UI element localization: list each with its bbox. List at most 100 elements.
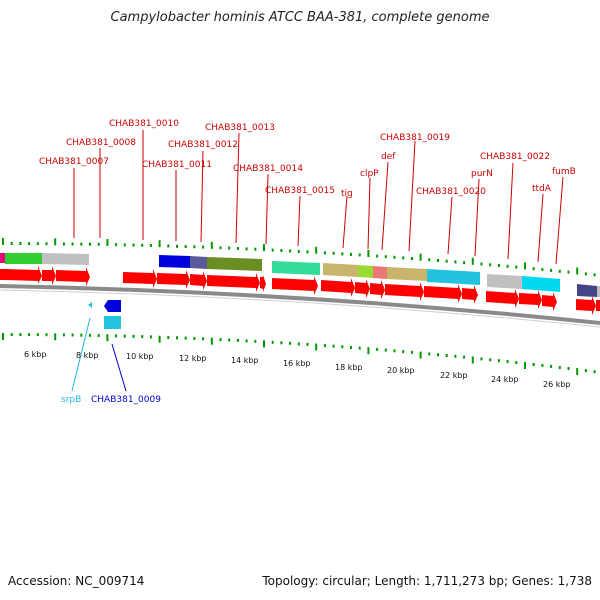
gc-tick <box>506 360 509 364</box>
cog-segment-cyan-2 <box>522 276 560 292</box>
gc-tick <box>219 246 222 250</box>
gc-tick <box>106 239 109 246</box>
gc-tick <box>141 243 144 247</box>
cog-color-band <box>0 253 600 297</box>
gc-tick <box>489 358 492 362</box>
gc-tick <box>28 242 31 246</box>
gc-tick <box>54 238 57 246</box>
gc-tick <box>402 350 405 354</box>
gc-tick <box>228 338 231 342</box>
cog-segment-green <box>5 253 42 264</box>
gene-arrow <box>56 267 90 286</box>
gc-tick <box>323 251 326 255</box>
scale-label: 6 kbp <box>24 350 46 359</box>
gc-tick <box>367 250 370 257</box>
gc-tick <box>62 333 65 337</box>
cog-segment-lime <box>358 265 373 278</box>
gene-label: CHAB381_0019 <box>380 133 450 143</box>
gc-tick <box>428 352 431 356</box>
cog-segment-gray <box>42 253 89 265</box>
gc-tick <box>550 364 553 368</box>
gc-tick <box>132 334 135 338</box>
gc-tick <box>2 238 4 245</box>
gene-arrow <box>157 270 190 289</box>
gc-tick <box>210 337 213 345</box>
gene-arrow <box>260 275 266 292</box>
gc-tick <box>89 242 91 246</box>
gc-skew-lower-track <box>2 333 596 375</box>
gene-label: CHAB381_0022 <box>480 152 550 162</box>
leader-line-srpB <box>71 317 91 392</box>
gc-tick <box>584 369 587 373</box>
gc-tick <box>576 368 579 375</box>
gc-tick <box>558 366 561 369</box>
gc-tick <box>437 353 439 357</box>
gc-tick <box>158 335 161 343</box>
gc-tick <box>463 261 466 265</box>
gene-arrow <box>190 271 207 290</box>
forward-strand-arrows <box>0 266 600 315</box>
gc-tick <box>410 350 413 354</box>
gc-tick <box>576 267 579 275</box>
gc-tick <box>358 346 361 350</box>
gene-arrow <box>123 269 157 288</box>
reverse-strand-features <box>88 300 121 329</box>
gc-tick <box>384 255 387 259</box>
gene-arrow <box>207 273 260 292</box>
gc-tick <box>497 264 500 267</box>
cog-segment-tan-2 <box>387 267 427 281</box>
gc-tick <box>471 257 474 265</box>
gc-tick <box>97 242 100 246</box>
gc-tick <box>45 333 48 337</box>
gc-tick <box>254 339 257 343</box>
gc-tick <box>167 336 170 339</box>
cog-segment-gray-3 <box>597 286 600 297</box>
scale-label: 8 kbp <box>76 351 98 360</box>
gc-tick <box>54 333 57 341</box>
cog-segment-blue <box>159 255 190 268</box>
gene-arrow <box>355 279 370 298</box>
gc-tick <box>62 242 65 246</box>
gc-tick <box>306 342 309 346</box>
gene-labels-top: CHAB381_0007 CHAB381_0008 CHAB381_0010 C… <box>39 119 576 199</box>
gc-tick <box>2 333 4 340</box>
gene-label: CHAB381_0007 <box>39 157 109 167</box>
gc-tick <box>541 363 544 367</box>
gene-arrow <box>542 292 557 311</box>
cog-segment-tan-1 <box>323 263 358 277</box>
gene-arrow <box>424 284 462 303</box>
cog-segment-navy <box>577 284 597 297</box>
gc-tick <box>332 344 335 348</box>
gene-label: CHAB381_0015 <box>265 186 335 196</box>
gc-tick <box>341 252 344 256</box>
gene-arrow <box>486 289 519 308</box>
gc-tick <box>167 244 170 248</box>
gene-label: CHAB381_0014 <box>233 164 303 174</box>
gc-tick <box>45 242 48 246</box>
topology-text: Topology: circular; Length: 1,711,273 bp… <box>262 574 592 588</box>
gene-arrow <box>385 282 424 301</box>
scale-label: 10 kbp <box>126 352 154 361</box>
gene-arrow <box>0 269 5 280</box>
gene-label: CHAB381_0010 <box>109 119 179 129</box>
gc-tick <box>193 336 196 340</box>
gc-tick <box>254 247 257 251</box>
gc-tick <box>463 355 466 359</box>
gc-tick <box>410 257 413 260</box>
gc-tick <box>158 240 161 248</box>
cog-segment-reverse <box>104 316 121 329</box>
gc-tick <box>10 333 13 336</box>
cog-segment-gray-2 <box>487 274 522 289</box>
gc-tick <box>384 348 387 352</box>
scale-label: 24 kbp <box>491 375 519 384</box>
gc-tick <box>489 263 492 267</box>
gc-tick <box>80 242 83 246</box>
gc-tick <box>132 243 135 247</box>
gc-tick <box>263 340 265 348</box>
gc-tick <box>115 243 118 247</box>
gc-tick <box>115 334 118 338</box>
gene-label-srpB: srpB <box>61 395 81 405</box>
gene-arrow-srpB <box>88 302 92 308</box>
gc-tick <box>593 273 596 277</box>
gc-tick <box>428 258 431 262</box>
